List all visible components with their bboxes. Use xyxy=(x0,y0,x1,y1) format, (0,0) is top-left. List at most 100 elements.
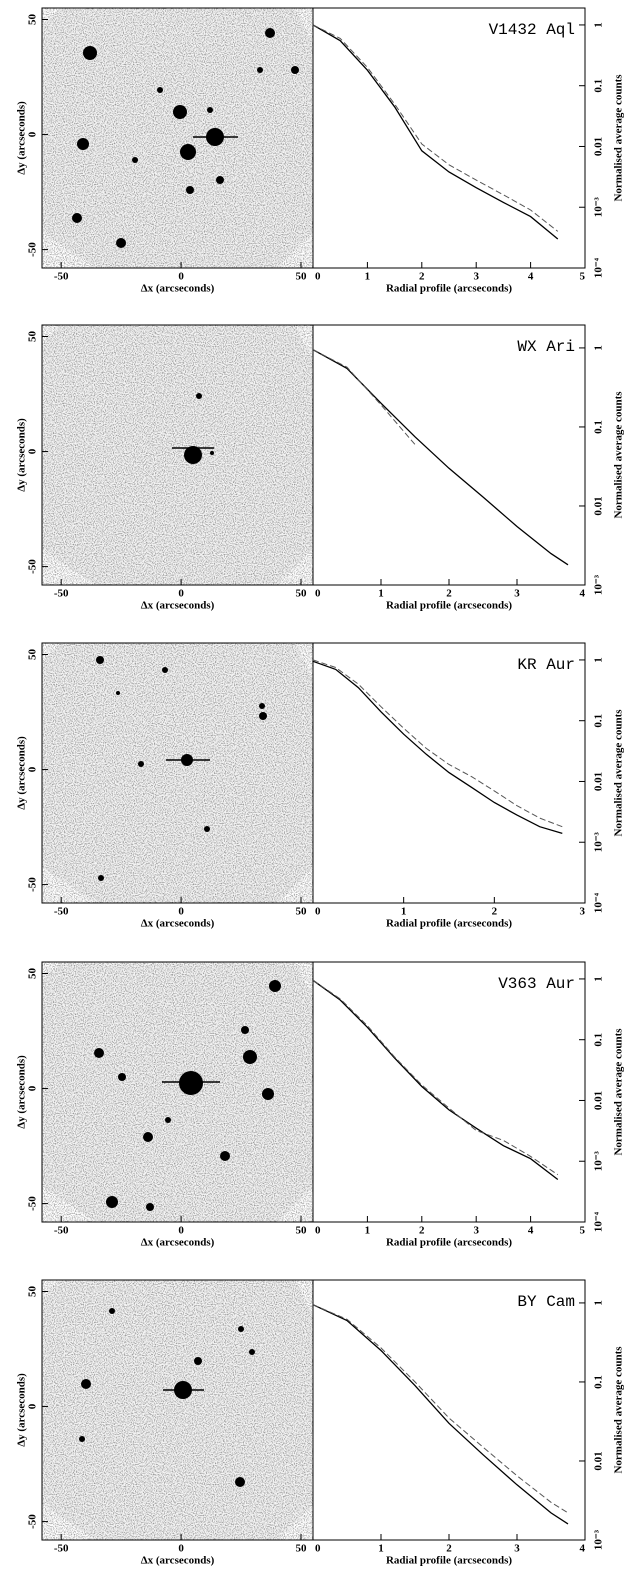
y-axis-label: Δy (arcseconds) xyxy=(16,101,28,175)
x-tick-label: -50 xyxy=(54,1543,69,1555)
y-tick-label: -50 xyxy=(27,1514,39,1529)
x-tick-label: 3 xyxy=(580,906,586,918)
x-axis-label: Δx (arcseconds) xyxy=(141,600,215,612)
x-tick-label: 0 xyxy=(178,1225,184,1237)
x-tick-label: 2 xyxy=(492,906,498,918)
x-tick-label: -50 xyxy=(54,1225,69,1237)
x-tick-label: 1 xyxy=(365,271,371,283)
axes-frame xyxy=(312,7,586,269)
profile-line xyxy=(312,1304,569,1514)
x-axis-label: Δx (arcseconds) xyxy=(141,1237,215,1249)
y-tick-label: 50 xyxy=(27,14,39,26)
y-tick-label: 10⁻³ xyxy=(593,196,605,217)
y-tick-label: 50 xyxy=(27,968,39,980)
image-noise xyxy=(42,1280,313,1540)
chart-title: V1432 Aql xyxy=(489,21,575,39)
x-tick-label: 4 xyxy=(580,588,586,600)
x-tick-label: 1 xyxy=(378,588,384,600)
y-tick-label: 0.1 xyxy=(593,1375,605,1389)
row-4-stars xyxy=(94,980,281,1211)
x-tick-label: 0 xyxy=(178,588,184,600)
y-tick-label: 50 xyxy=(27,649,39,661)
y-tick-label: -50 xyxy=(27,242,39,257)
y-tick-label: 1 xyxy=(593,976,605,982)
y-axis-label: Normalised average counts xyxy=(613,1028,625,1156)
y-tick-label: 0 xyxy=(27,1403,39,1409)
y-tick-label: 10⁻⁴ xyxy=(593,892,605,913)
y-tick-label: -50 xyxy=(27,559,39,574)
star-field xyxy=(72,28,299,1487)
y-tick-label: 0 xyxy=(27,1085,39,1091)
image-noise xyxy=(42,325,313,585)
y-tick-label: 10⁻³ xyxy=(593,1150,605,1171)
x-tick-label: 3 xyxy=(514,588,520,600)
axes-frame xyxy=(312,961,586,1223)
x-tick-label: -50 xyxy=(54,271,69,283)
profile-line xyxy=(312,660,563,835)
y-tick-label: -50 xyxy=(27,1196,39,1211)
x-axis-label: Radial profile (arcseconds) xyxy=(386,1237,512,1249)
y-axis-label: Δy (arcseconds) xyxy=(16,418,28,492)
y-axis-label: Δy (arcseconds) xyxy=(16,1055,28,1129)
y-tick-label: 50 xyxy=(27,1286,39,1298)
y-tick-label: 10⁻³ xyxy=(593,574,605,595)
y-tick-label: 50 xyxy=(27,331,39,343)
x-tick-label: 4 xyxy=(528,271,534,283)
profile-line xyxy=(312,1304,569,1525)
x-tick-label: 50 xyxy=(296,906,308,918)
x-tick-label: 1 xyxy=(378,1543,384,1555)
y-tick-label: 1 xyxy=(593,657,605,663)
x-tick-label: 0 xyxy=(178,906,184,918)
x-axis-label: Radial profile (arcseconds) xyxy=(386,1555,512,1567)
profile-line xyxy=(312,24,559,232)
x-axis-label: Δx (arcseconds) xyxy=(141,283,215,295)
y-tick-label: 0.1 xyxy=(593,1033,605,1047)
y-tick-label: 0.1 xyxy=(593,714,605,728)
y-axis-label: Δy (arcseconds) xyxy=(16,736,28,810)
row-1-stars xyxy=(72,28,299,248)
x-tick-label: 2 xyxy=(419,1225,425,1237)
x-tick-label: 50 xyxy=(296,588,308,600)
x-tick-label: 4 xyxy=(580,1543,586,1555)
chart-title: WX Ari xyxy=(517,338,575,356)
x-tick-label: 0 xyxy=(178,271,184,283)
y-tick-label: 0.01 xyxy=(593,496,605,515)
y-tick-label: 0.01 xyxy=(593,1091,605,1110)
x-tick-label: 4 xyxy=(528,1225,534,1237)
chart-title: V363 Aur xyxy=(498,975,575,993)
image-backgrounds xyxy=(42,8,313,1540)
y-tick-label: 0.01 xyxy=(593,137,605,156)
x-tick-label: -50 xyxy=(54,906,69,918)
y-axis-label: Normalised average counts xyxy=(613,391,625,519)
x-tick-label: 2 xyxy=(419,271,425,283)
x-tick-label: 50 xyxy=(296,271,308,283)
y-tick-label: 0.1 xyxy=(593,420,605,434)
y-tick-label: -50 xyxy=(27,877,39,892)
y-tick-label: 0.1 xyxy=(593,79,605,93)
y-tick-label: 10⁻³ xyxy=(593,831,605,852)
x-tick-label: 0 xyxy=(315,1543,321,1555)
x-tick-label: 50 xyxy=(296,1543,308,1555)
x-tick-label: 1 xyxy=(401,906,407,918)
x-axis-label: Δx (arcseconds) xyxy=(141,918,215,930)
y-tick-label: 1 xyxy=(593,22,605,28)
row-5-stars xyxy=(79,1308,255,1487)
row-2-stars xyxy=(172,393,214,464)
chart-title: KR Aur xyxy=(517,656,575,674)
x-tick-label: 0 xyxy=(315,1225,321,1237)
y-tick-label: 0 xyxy=(27,766,39,772)
x-tick-label: 50 xyxy=(296,1225,308,1237)
y-tick-label: 10⁻³ xyxy=(593,1529,605,1550)
profile-line xyxy=(312,24,559,240)
x-tick-label: 0 xyxy=(315,271,321,283)
y-tick-label: 10⁻⁴ xyxy=(593,1211,605,1232)
y-axis-label: Normalised average counts xyxy=(613,709,625,837)
axes-frame xyxy=(312,324,586,586)
x-axis-label: Radial profile (arcseconds) xyxy=(386,600,512,612)
y-axis-label: Normalised average counts xyxy=(613,74,625,202)
profile-line xyxy=(312,979,559,1181)
profile-line xyxy=(312,659,563,828)
x-tick-label: -50 xyxy=(54,588,69,600)
x-tick-label: 2 xyxy=(446,588,452,600)
x-tick-label: 0 xyxy=(315,588,321,600)
